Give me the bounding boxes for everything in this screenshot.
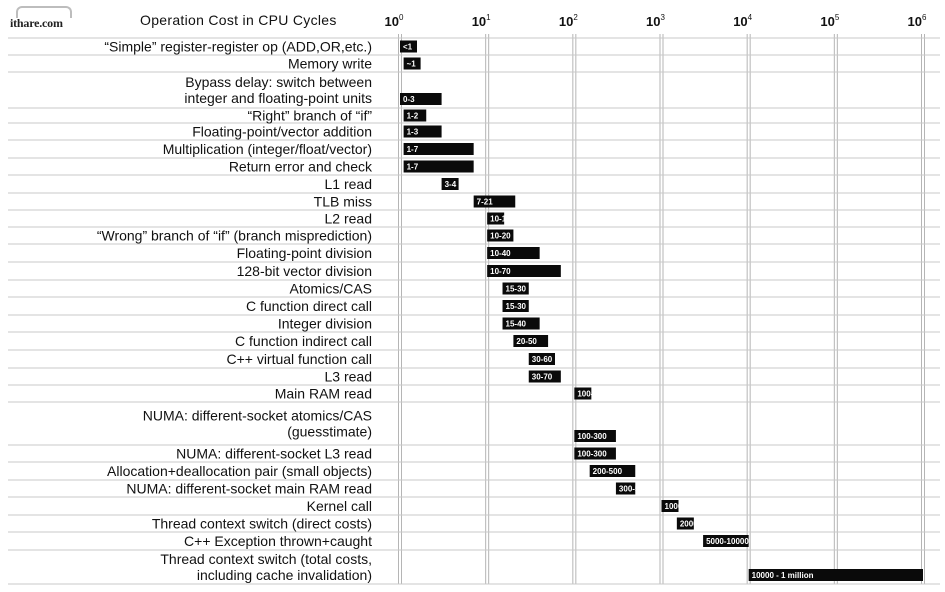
operation-label: Floating-point/vector addition xyxy=(192,124,372,140)
cost-range-label: 5000-10000 xyxy=(706,537,749,546)
cost-range-label: ~1 xyxy=(407,60,417,69)
cost-bar xyxy=(574,430,616,442)
x-tick-label: 102 xyxy=(559,13,578,29)
cost-bar xyxy=(473,195,516,208)
cost-range-label: 15-30 xyxy=(506,285,527,294)
operation-label: Memory write xyxy=(288,56,372,72)
cost-bar xyxy=(502,282,529,295)
cost-range-label: 100-150 xyxy=(577,390,607,399)
operation-label: Floating-point division xyxy=(237,245,372,261)
cost-range-label: 10-40 xyxy=(490,249,511,258)
x-tick-label: 106 xyxy=(908,13,927,29)
cost-range-label: 15-30 xyxy=(506,302,527,311)
cost-range-label: 30-60 xyxy=(532,355,553,364)
cost-bar xyxy=(400,93,442,105)
operation-label: NUMA: different-socket L3 read xyxy=(176,446,372,462)
logo-text: ithare.com xyxy=(10,16,63,30)
operation-label: C++ Exception thrown+caught xyxy=(184,533,372,549)
cost-range-label: 20-50 xyxy=(516,337,537,346)
cost-bar xyxy=(403,125,442,138)
cost-range-label: <1 xyxy=(403,43,413,52)
operation-label: Multiplication (integer/float/vector) xyxy=(163,141,372,157)
operation-label: L3 read xyxy=(325,369,372,385)
cost-bar xyxy=(400,40,417,53)
operation-label: C function indirect call xyxy=(235,333,372,349)
cost-bar xyxy=(528,370,561,383)
operation-label: Allocation+deallocation pair (small obje… xyxy=(107,463,372,479)
cost-range-label: 7-21 xyxy=(477,198,494,207)
operation-label: Bypass delay: switch between xyxy=(185,74,372,90)
x-tick-label: 100 xyxy=(385,13,404,29)
operation-label: integer and floating-point units xyxy=(184,90,372,106)
ithare-logo: ithare.com xyxy=(4,6,88,34)
cost-range-label: 15-40 xyxy=(506,320,527,329)
cost-range-label: 200-500 xyxy=(593,467,623,476)
cost-range-label: 100-300 xyxy=(577,450,607,459)
x-tick-label: 104 xyxy=(733,13,752,29)
cost-range-label: 1-2 xyxy=(407,112,419,121)
logo-mark xyxy=(16,6,72,18)
operation-label: (guesstimate) xyxy=(287,424,372,440)
cost-range-label: 2000 xyxy=(680,520,698,529)
operation-label: Integer division xyxy=(278,316,372,332)
cost-bar xyxy=(441,178,459,190)
operation-label: Thread context switch (direct costs) xyxy=(152,516,372,532)
cost-bar xyxy=(403,109,427,122)
operation-label: “Right” branch of “if” xyxy=(248,108,373,124)
operation-label: 128-bit vector division xyxy=(237,263,372,279)
operation-label: “Simple” register-register op (ADD,OR,et… xyxy=(104,39,372,55)
cost-bar xyxy=(748,569,923,581)
operation-label: NUMA: different-socket main RAM read xyxy=(126,481,372,497)
operation-label: C++ virtual function call xyxy=(226,351,372,367)
cost-bar xyxy=(513,335,549,347)
cost-bar xyxy=(676,517,694,530)
chart-title: Operation Cost in CPU Cycles xyxy=(140,12,337,28)
cost-range-label: 0-3 xyxy=(403,95,415,104)
operation-label: Kernel call xyxy=(307,498,372,514)
cost-bar xyxy=(502,300,529,312)
cost-bar xyxy=(487,247,540,259)
operation-label: TLB miss xyxy=(314,194,372,210)
cost-bar xyxy=(403,143,474,155)
cost-bar xyxy=(487,212,505,225)
operation-label: L2 read xyxy=(325,211,372,227)
cost-bar xyxy=(487,229,514,242)
cost-bar xyxy=(661,500,679,512)
cost-range-label: 300-500 xyxy=(619,485,649,494)
cost-range-label: 1000-1500 xyxy=(665,502,704,511)
cost-range-label: 10-12 xyxy=(490,215,511,224)
x-tick-label: 101 xyxy=(472,13,491,29)
operation-label: NUMA: different-socket atomics/CAS xyxy=(143,408,372,424)
cost-bar xyxy=(528,353,555,365)
cost-range-label: 1-3 xyxy=(407,128,419,137)
operation-label: “Wrong” branch of “if” (branch mispredic… xyxy=(97,228,372,244)
cost-range-label: 10-20 xyxy=(490,232,511,241)
operation-label: C function direct call xyxy=(246,298,372,314)
cost-range-label: 3-4 xyxy=(445,180,457,189)
operation-label: Atomics/CAS xyxy=(290,281,372,297)
cost-range-label: 10-70 xyxy=(490,267,511,276)
cost-range-label: 1-7 xyxy=(407,163,419,172)
operation-label: Main RAM read xyxy=(275,386,372,402)
cost-range-label: 30-70 xyxy=(532,373,553,382)
cost-bar xyxy=(703,535,749,547)
cost-bar xyxy=(502,317,540,330)
cost-bar xyxy=(487,265,561,277)
cost-bar xyxy=(615,482,636,495)
cost-bar xyxy=(589,465,636,477)
cost-range-label: 1-7 xyxy=(407,145,419,154)
cost-range-label: 10000 - 1 million xyxy=(752,571,814,580)
operation-label: Thread context switch (total costs, xyxy=(160,551,372,567)
x-tick-label: 105 xyxy=(820,13,839,29)
operation-label: including cache invalidation) xyxy=(197,567,372,583)
cost-range-label: 100-300 xyxy=(577,432,607,441)
cost-bar xyxy=(574,447,616,460)
operation-label: L1 read xyxy=(325,176,372,192)
operation-label: Return error and check xyxy=(229,159,373,175)
cost-bar xyxy=(574,387,592,400)
cost-bar xyxy=(403,57,421,70)
x-tick-label: 103 xyxy=(646,13,665,29)
cost-bar xyxy=(403,160,474,173)
